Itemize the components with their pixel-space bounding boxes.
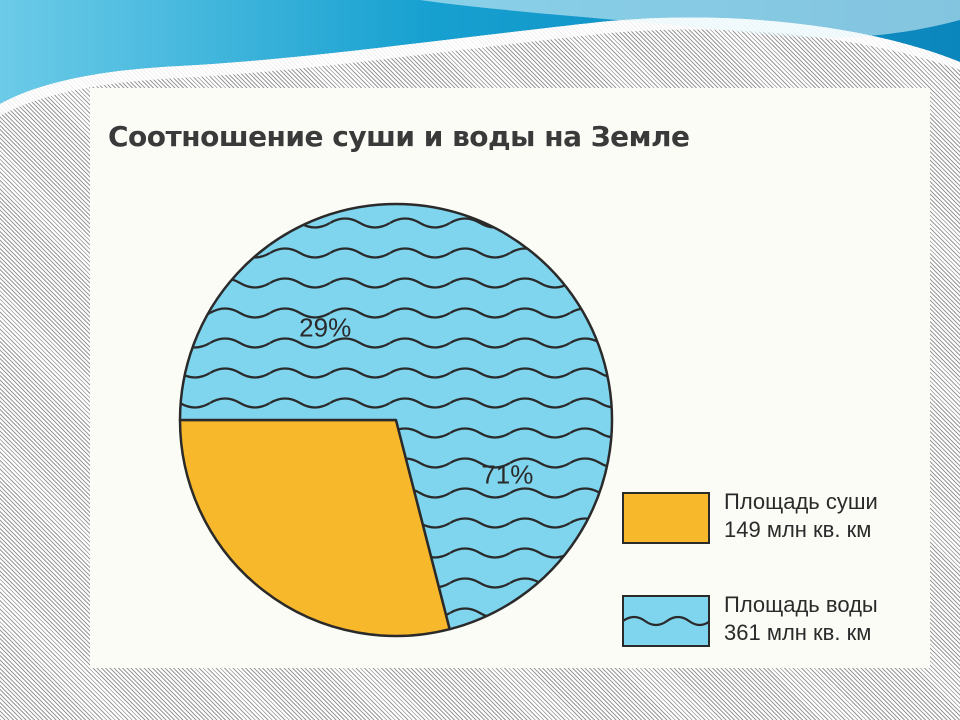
pie-chart: 29% 71% bbox=[178, 202, 614, 638]
legend-land-title: Площадь суши bbox=[724, 489, 878, 514]
slice-label-water: 71% bbox=[481, 460, 533, 490]
wave-header-decoration bbox=[0, 0, 960, 117]
legend-entry-land: Площадь суши 149 млн кв. км bbox=[622, 488, 922, 548]
legend-swatch-land bbox=[622, 492, 710, 544]
legend-water-value: 361 млн кв. км bbox=[724, 620, 872, 645]
pie-slices: 29% 71% bbox=[178, 202, 614, 638]
legend-label-water: Площадь воды 361 млн кв. км bbox=[724, 591, 878, 647]
pie-slice-land bbox=[178, 418, 451, 638]
legend-land-value: 149 млн кв. км bbox=[724, 517, 872, 542]
chart-card: Соотношение суши и воды на Земле 29% 71% … bbox=[90, 88, 930, 668]
legend-entry-water: Площадь воды 361 млн кв. км bbox=[622, 591, 922, 651]
slice-label-land: 29% bbox=[299, 312, 351, 342]
legend-label-land: Площадь суши 149 млн кв. км bbox=[724, 488, 878, 544]
pie-slice-water bbox=[178, 202, 614, 631]
legend-swatch-water bbox=[622, 595, 710, 647]
legend-water-title: Площадь воды bbox=[724, 592, 878, 617]
chart-title: Соотношение суши и воды на Земле bbox=[108, 120, 690, 153]
